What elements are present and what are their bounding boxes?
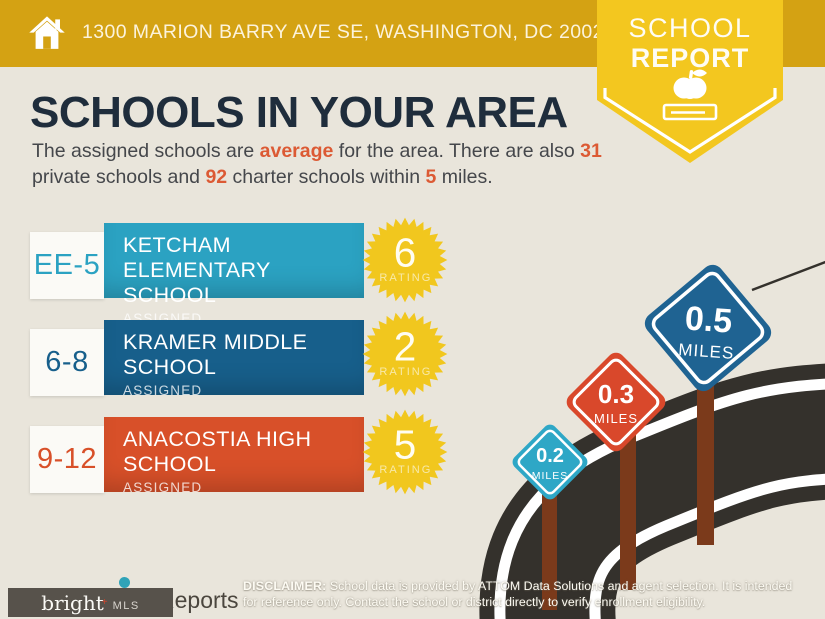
school-name: ANACOSTIA HIGH SCHOOL	[123, 427, 312, 476]
road-horizon-line	[751, 260, 825, 292]
badge-inner-outline	[603, 88, 777, 154]
starburst-shape	[362, 311, 448, 397]
grade-range-box: 6-8	[30, 329, 104, 396]
sign-03-unit: MILES	[594, 411, 638, 426]
sign-03-value: 0.3	[598, 379, 634, 409]
disclaimer-line1: School data is provided by ATTOM Data So…	[326, 579, 793, 593]
school-bar: ANACOSTIA HIGH SCHOOL ASSIGNED	[104, 417, 364, 495]
assigned-label: ASSIGNED	[123, 479, 203, 495]
sign-02-value: 0.2	[536, 445, 564, 467]
badge-title-line1: SCHOOL	[628, 13, 752, 43]
rating-starburst: 6 RATING	[362, 217, 448, 303]
intro-seg: for the area. There are also	[333, 140, 581, 162]
school-row-elementary: EE-5 KETCHAM ELEMENTARY SCHOOL ASSIGNED …	[0, 217, 470, 326]
distance-sign-03: 0.3 MILES	[566, 352, 666, 452]
sign-post-05	[697, 350, 714, 545]
bright-mls-logo: bright + MLS	[8, 588, 173, 617]
rating-label: RATING	[379, 366, 432, 378]
intro-text: The assigned schools are average for the…	[32, 139, 632, 191]
property-address: 1300 MARION BARRY AVE SE, WASHINGTON, DC…	[82, 21, 616, 43]
distance-sign-05: 0.5 MILES	[644, 264, 772, 392]
starburst-shape	[362, 409, 448, 495]
badge-title-line2: REPORT	[630, 43, 750, 73]
intro-seg: miles.	[436, 165, 493, 188]
grade-range: EE-5	[33, 249, 101, 281]
school-name: KETCHAM ELEMENTARY SCHOOL	[123, 233, 271, 307]
sign-post-02	[542, 470, 557, 610]
grade-range-box: 9-12	[30, 426, 104, 493]
rating-starburst: 2 RATING	[362, 311, 448, 397]
school-name: KRAMER MIDDLE SCHOOL	[123, 330, 308, 379]
page-title: SCHOOLS IN YOUR AREA	[30, 88, 568, 137]
intro-seg: private schools and	[32, 165, 206, 188]
grade-range: 9-12	[36, 443, 98, 475]
sign-05-unit: MILES	[678, 340, 735, 363]
brand-plus-mark: +	[101, 597, 108, 608]
rating-starburst: 5 RATING	[362, 409, 448, 495]
apple-on-book-icon	[662, 69, 718, 121]
brand-name: bright	[41, 590, 104, 615]
assigned-label: ASSIGNED	[123, 382, 203, 398]
intro-highlight-private-count: 31	[580, 140, 602, 162]
school-row-middle: 6-8 KRAMER MIDDLE SCHOOL ASSIGNED 2 RATI…	[0, 311, 470, 412]
rating-value: 5	[394, 421, 417, 467]
grade-range: 6-8	[45, 346, 89, 378]
home-icon	[29, 16, 65, 49]
rating-label: RATING	[379, 272, 432, 284]
sign-02-unit: MILES	[532, 470, 569, 482]
intro-seg: The assigned schools are	[32, 140, 260, 162]
brand-sub-label: MLS	[112, 599, 140, 612]
school-bar: KRAMER MIDDLE SCHOOL ASSIGNED	[104, 320, 364, 398]
starburst-shape	[362, 217, 448, 303]
school-report-badge: SCHOOL REPORT	[597, 0, 783, 164]
school-row-high: 9-12 ANACOSTIA HIGH SCHOOL ASSIGNED 5 RA…	[0, 409, 470, 509]
grade-range-box: EE-5	[30, 232, 104, 299]
intro-seg: charter schools within	[227, 165, 426, 188]
school-bar: KETCHAM ELEMENTARY SCHOOL ASSIGNED	[104, 223, 364, 326]
intro-highlight-charter-count: 92	[205, 165, 228, 188]
intro-highlight-miles: 5	[425, 165, 437, 188]
sign-05-value: 0.5	[684, 299, 734, 340]
rating-value: 6	[394, 229, 417, 275]
intro-highlight-average: average	[259, 140, 334, 162]
disclaimer-line2: for reference only. Contact the school o…	[243, 594, 706, 609]
logo-accent-dot	[119, 577, 130, 588]
rating-value: 2	[394, 323, 417, 369]
disclaimer-text: DISCLAIMER: School data is provided by A…	[243, 579, 792, 610]
rating-label: RATING	[379, 464, 432, 476]
disclaimer-label: DISCLAIMER:	[243, 579, 327, 593]
sign-post-03	[620, 410, 636, 590]
distance-sign-02: 0.2 MILES	[512, 424, 588, 500]
